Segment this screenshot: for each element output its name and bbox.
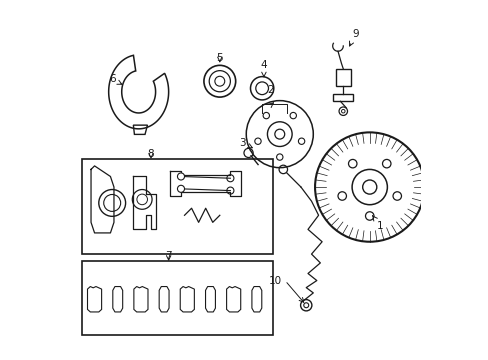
- Text: 1: 1: [372, 216, 383, 231]
- Circle shape: [348, 159, 356, 168]
- Circle shape: [337, 192, 346, 200]
- Text: 7: 7: [165, 251, 172, 261]
- Text: 8: 8: [147, 149, 154, 158]
- Text: 5: 5: [216, 53, 223, 63]
- Circle shape: [392, 192, 401, 200]
- Text: 9: 9: [349, 28, 358, 46]
- Text: 2: 2: [267, 85, 274, 95]
- Bar: [335, 69, 350, 86]
- Bar: [82, 159, 272, 254]
- Text: 4: 4: [260, 60, 266, 77]
- Bar: [82, 261, 272, 335]
- Circle shape: [274, 129, 284, 139]
- Circle shape: [289, 112, 296, 119]
- Circle shape: [276, 154, 283, 160]
- Text: 3: 3: [239, 138, 252, 148]
- Circle shape: [382, 159, 390, 168]
- Circle shape: [263, 112, 269, 119]
- Circle shape: [362, 180, 376, 194]
- Circle shape: [177, 185, 184, 192]
- Circle shape: [254, 138, 261, 144]
- Text: 10: 10: [268, 275, 281, 285]
- Circle shape: [177, 173, 184, 180]
- Circle shape: [298, 138, 304, 144]
- Bar: [333, 94, 352, 101]
- Circle shape: [365, 212, 373, 220]
- Text: 6: 6: [109, 75, 122, 85]
